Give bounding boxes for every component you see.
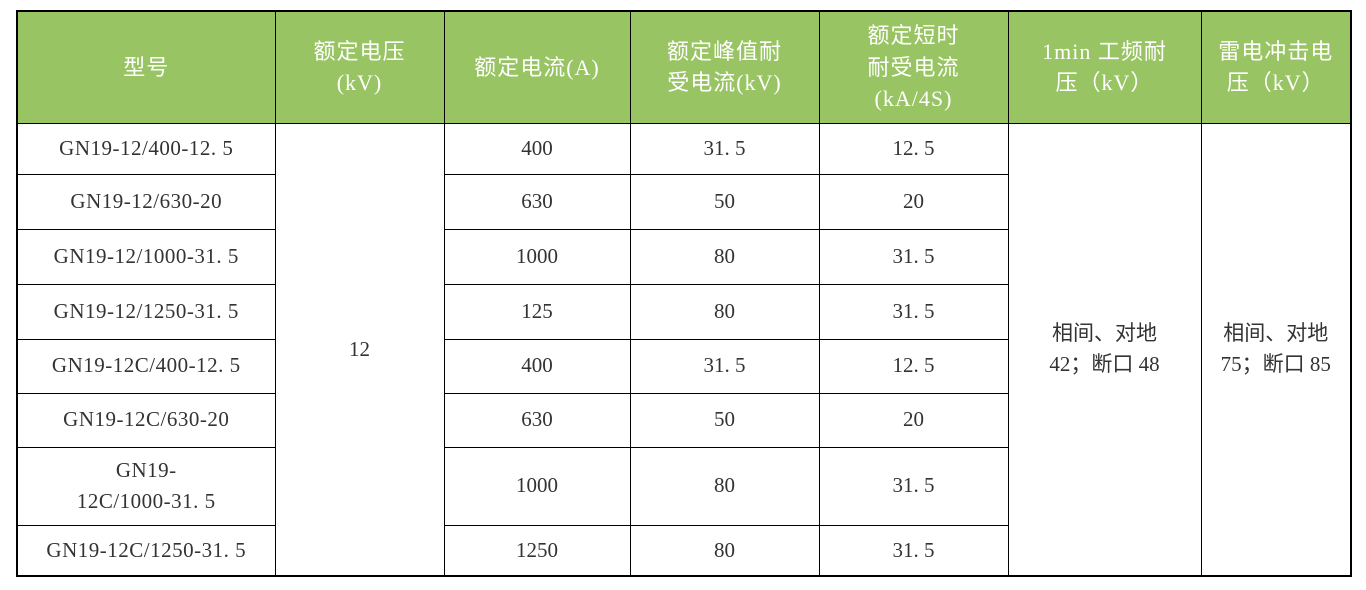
short-time-cell: 31. 5 bbox=[818, 283, 1009, 340]
short-time-cell: 20 bbox=[818, 392, 1009, 448]
rated-voltage-merged-cell: 12 bbox=[274, 122, 445, 577]
col-header-lightning-impulse: 雷电冲击电 压（kV） bbox=[1200, 10, 1352, 124]
peak-cell: 80 bbox=[629, 228, 820, 285]
peak-cell: 50 bbox=[629, 392, 820, 448]
current-cell: 1000 bbox=[443, 228, 631, 285]
model-cell: GN19-12/1250-31. 5 bbox=[16, 283, 276, 340]
model-cell: GN19-12C/400-12. 5 bbox=[16, 338, 276, 394]
power-frequency-merged-cell: 相间、对地 42；断口 48 bbox=[1007, 122, 1202, 577]
peak-cell: 31. 5 bbox=[629, 338, 820, 394]
table-row: GN19-12/630-20 630 50 20 bbox=[16, 173, 1351, 230]
table-row: GN19-12C/1250-31. 5 1250 80 31. 5 bbox=[16, 524, 1351, 577]
peak-cell: 80 bbox=[629, 446, 820, 526]
col-header-power-frequency-withstand: 1min 工频耐 压（kV） bbox=[1007, 10, 1202, 124]
model-cell: GN19-12/400-12. 5 bbox=[16, 122, 276, 175]
short-time-cell: 31. 5 bbox=[818, 228, 1009, 285]
model-cell: GN19-12C/1250-31. 5 bbox=[16, 524, 276, 577]
peak-cell: 80 bbox=[629, 283, 820, 340]
spec-table: 型号 额定电压 (kV) 额定电流(A) 额定峰值耐 受电流(kV) 额定短时 … bbox=[16, 10, 1352, 577]
table-row: GN19-12/1000-31. 5 1000 80 31. 5 bbox=[16, 228, 1351, 285]
model-cell: GN19-12C/630-20 bbox=[16, 392, 276, 448]
col-header-model: 型号 bbox=[16, 10, 276, 124]
short-time-cell: 12. 5 bbox=[818, 122, 1009, 175]
table-row: GN19-12C/630-20 630 50 20 bbox=[16, 392, 1351, 448]
col-header-peak-withstand-current: 额定峰值耐 受电流(kV) bbox=[629, 10, 820, 124]
short-time-cell: 12. 5 bbox=[818, 338, 1009, 394]
current-cell: 630 bbox=[443, 173, 631, 230]
page: 型号 额定电压 (kV) 额定电流(A) 额定峰值耐 受电流(kV) 额定短时 … bbox=[16, 10, 1352, 577]
table-row: GN19-12/400-12. 5 12 400 31. 5 12. 5 相间、… bbox=[16, 122, 1352, 577]
lightning-impulse-merged-cell: 相间、对地 75；断口 85 bbox=[1200, 122, 1352, 577]
table-row: GN19-12C/400-12. 5 400 31. 5 12. 5 bbox=[16, 338, 1351, 394]
current-cell: 1250 bbox=[443, 524, 631, 577]
model-cell: GN19-12/1000-31. 5 bbox=[16, 228, 276, 285]
peak-cell: 50 bbox=[629, 173, 820, 230]
table-row: GN19- 12C/1000-31. 5 1000 80 31. 5 bbox=[16, 446, 1351, 526]
col-header-rated-voltage: 额定电压 (kV) bbox=[274, 10, 445, 124]
current-cell: 125 bbox=[443, 283, 631, 340]
peak-cell: 31. 5 bbox=[629, 122, 820, 175]
model-cell: GN19- 12C/1000-31. 5 bbox=[16, 446, 276, 526]
table-row: GN19-12/1250-31. 5 125 80 31. 5 bbox=[16, 283, 1351, 340]
col-header-short-time-withstand-current: 额定短时 耐受电流 (kA/4S) bbox=[818, 10, 1009, 124]
short-time-cell: 20 bbox=[818, 173, 1009, 230]
model-cell: GN19-12/630-20 bbox=[16, 173, 276, 230]
header-row: 型号 额定电压 (kV) 额定电流(A) 额定峰值耐 受电流(kV) 额定短时 … bbox=[16, 10, 1352, 124]
current-cell: 1000 bbox=[443, 446, 631, 526]
short-time-cell: 31. 5 bbox=[818, 524, 1009, 577]
short-time-cell: 31. 5 bbox=[818, 446, 1009, 526]
current-cell: 400 bbox=[443, 338, 631, 394]
col-header-rated-current: 额定电流(A) bbox=[443, 10, 631, 124]
peak-cell: 80 bbox=[629, 524, 820, 577]
current-cell: 630 bbox=[443, 392, 631, 448]
current-cell: 400 bbox=[443, 122, 631, 175]
